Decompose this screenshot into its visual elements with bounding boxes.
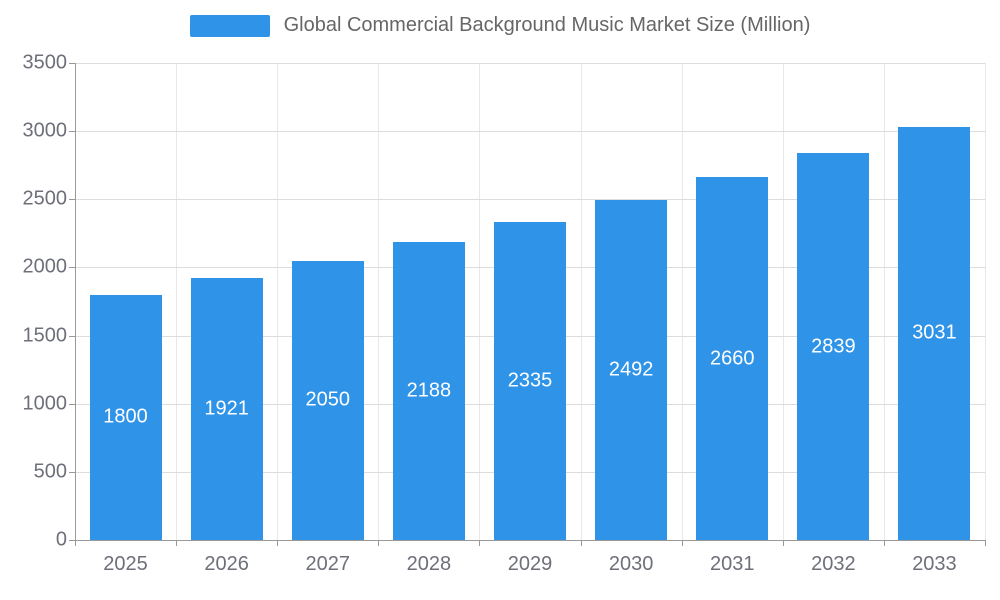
legend-swatch[interactable] bbox=[189, 14, 270, 37]
y-axis-tick bbox=[69, 267, 75, 269]
x-axis-label: 2025 bbox=[103, 553, 148, 575]
gridline-horizontal bbox=[75, 131, 985, 133]
bar-value-label: 1921 bbox=[204, 397, 249, 420]
y-axis-tick bbox=[69, 199, 75, 201]
x-axis-label: 2026 bbox=[204, 553, 249, 575]
y-axis-label: 2500 bbox=[22, 187, 68, 210]
bar bbox=[797, 153, 870, 540]
y-axis-label: 1000 bbox=[22, 392, 68, 415]
x-axis-tick bbox=[985, 540, 986, 546]
gridline-vertical bbox=[681, 63, 683, 540]
gridline-vertical bbox=[378, 63, 380, 540]
y-axis-tick bbox=[69, 540, 75, 541]
x-axis-tick bbox=[277, 540, 279, 546]
x-axis-tick bbox=[479, 540, 481, 546]
gridline-vertical bbox=[883, 63, 885, 540]
x-axis-tick bbox=[75, 540, 76, 546]
x-axis-tick bbox=[378, 540, 380, 546]
y-axis-tick bbox=[69, 471, 75, 473]
gridline-vertical bbox=[580, 63, 582, 540]
x-axis-label: 2030 bbox=[608, 553, 654, 575]
bar bbox=[494, 221, 566, 540]
y-axis-line bbox=[75, 63, 76, 541]
bar bbox=[696, 177, 769, 540]
x-axis-label: 2031 bbox=[709, 553, 755, 575]
gridline-vertical bbox=[782, 63, 784, 540]
x-axis-tick bbox=[681, 540, 683, 546]
y-axis-label: 500 bbox=[33, 460, 67, 483]
gridline-vertical bbox=[985, 63, 986, 540]
chart-title: Global Commercial Background Music Marke… bbox=[283, 14, 811, 36]
x-axis-tick bbox=[883, 540, 885, 546]
bar bbox=[595, 200, 668, 540]
y-axis-label: 1500 bbox=[22, 324, 68, 347]
bar-value-label: 2492 bbox=[608, 358, 654, 381]
x-axis-tick bbox=[176, 540, 178, 546]
bar bbox=[392, 241, 465, 540]
bar bbox=[190, 278, 263, 540]
y-axis-tick bbox=[69, 335, 75, 337]
y-axis-tick bbox=[69, 131, 75, 133]
x-axis-tick bbox=[782, 540, 784, 546]
legend: Global Commercial Background Music Marke… bbox=[0, 14, 1000, 37]
x-axis-label: 2032 bbox=[811, 553, 856, 575]
gridline-vertical bbox=[277, 63, 279, 540]
y-axis-label: 2000 bbox=[22, 255, 68, 278]
gridline-horizontal bbox=[75, 63, 985, 64]
y-axis-tick bbox=[69, 63, 75, 64]
bar-value-label: 2050 bbox=[305, 388, 351, 411]
bar-value-label: 1800 bbox=[103, 405, 148, 428]
bar-value-label: 3031 bbox=[912, 321, 957, 344]
bar-value-label: 2839 bbox=[811, 335, 856, 358]
x-axis-tick bbox=[580, 540, 582, 546]
x-axis-label: 2028 bbox=[406, 553, 452, 575]
bar bbox=[898, 126, 971, 540]
y-axis-tick bbox=[69, 403, 75, 405]
bar bbox=[89, 294, 162, 540]
gridline-vertical bbox=[176, 63, 178, 540]
bar-value-label: 2660 bbox=[709, 347, 755, 370]
x-axis-line bbox=[75, 540, 985, 541]
y-axis-label: 3500 bbox=[22, 51, 68, 74]
x-axis-label: 2029 bbox=[507, 553, 553, 575]
y-axis-label: 0 bbox=[55, 528, 67, 551]
gridline-vertical bbox=[479, 63, 481, 540]
y-axis-label: 3000 bbox=[22, 119, 68, 142]
x-axis-label: 2033 bbox=[912, 553, 957, 575]
bar-value-label: 2335 bbox=[507, 369, 553, 392]
bar bbox=[291, 260, 364, 540]
bar-value-label: 2188 bbox=[406, 379, 452, 402]
gridline-horizontal bbox=[75, 199, 985, 201]
x-axis-label: 2027 bbox=[305, 553, 351, 575]
